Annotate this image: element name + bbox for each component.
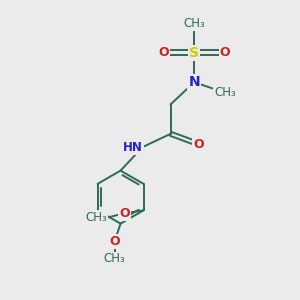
Text: CH₃: CH₃	[104, 252, 125, 266]
Text: HN: HN	[123, 141, 142, 154]
Text: O: O	[220, 46, 230, 59]
Text: O: O	[110, 235, 120, 248]
Text: CH₃: CH₃	[183, 17, 205, 30]
Text: CH₃: CH₃	[214, 86, 236, 99]
Text: S: S	[189, 46, 199, 60]
Text: CH₃: CH₃	[85, 211, 107, 224]
Text: N: N	[188, 75, 200, 89]
Text: O: O	[158, 46, 169, 59]
Text: O: O	[119, 207, 130, 220]
Text: O: O	[193, 138, 204, 151]
